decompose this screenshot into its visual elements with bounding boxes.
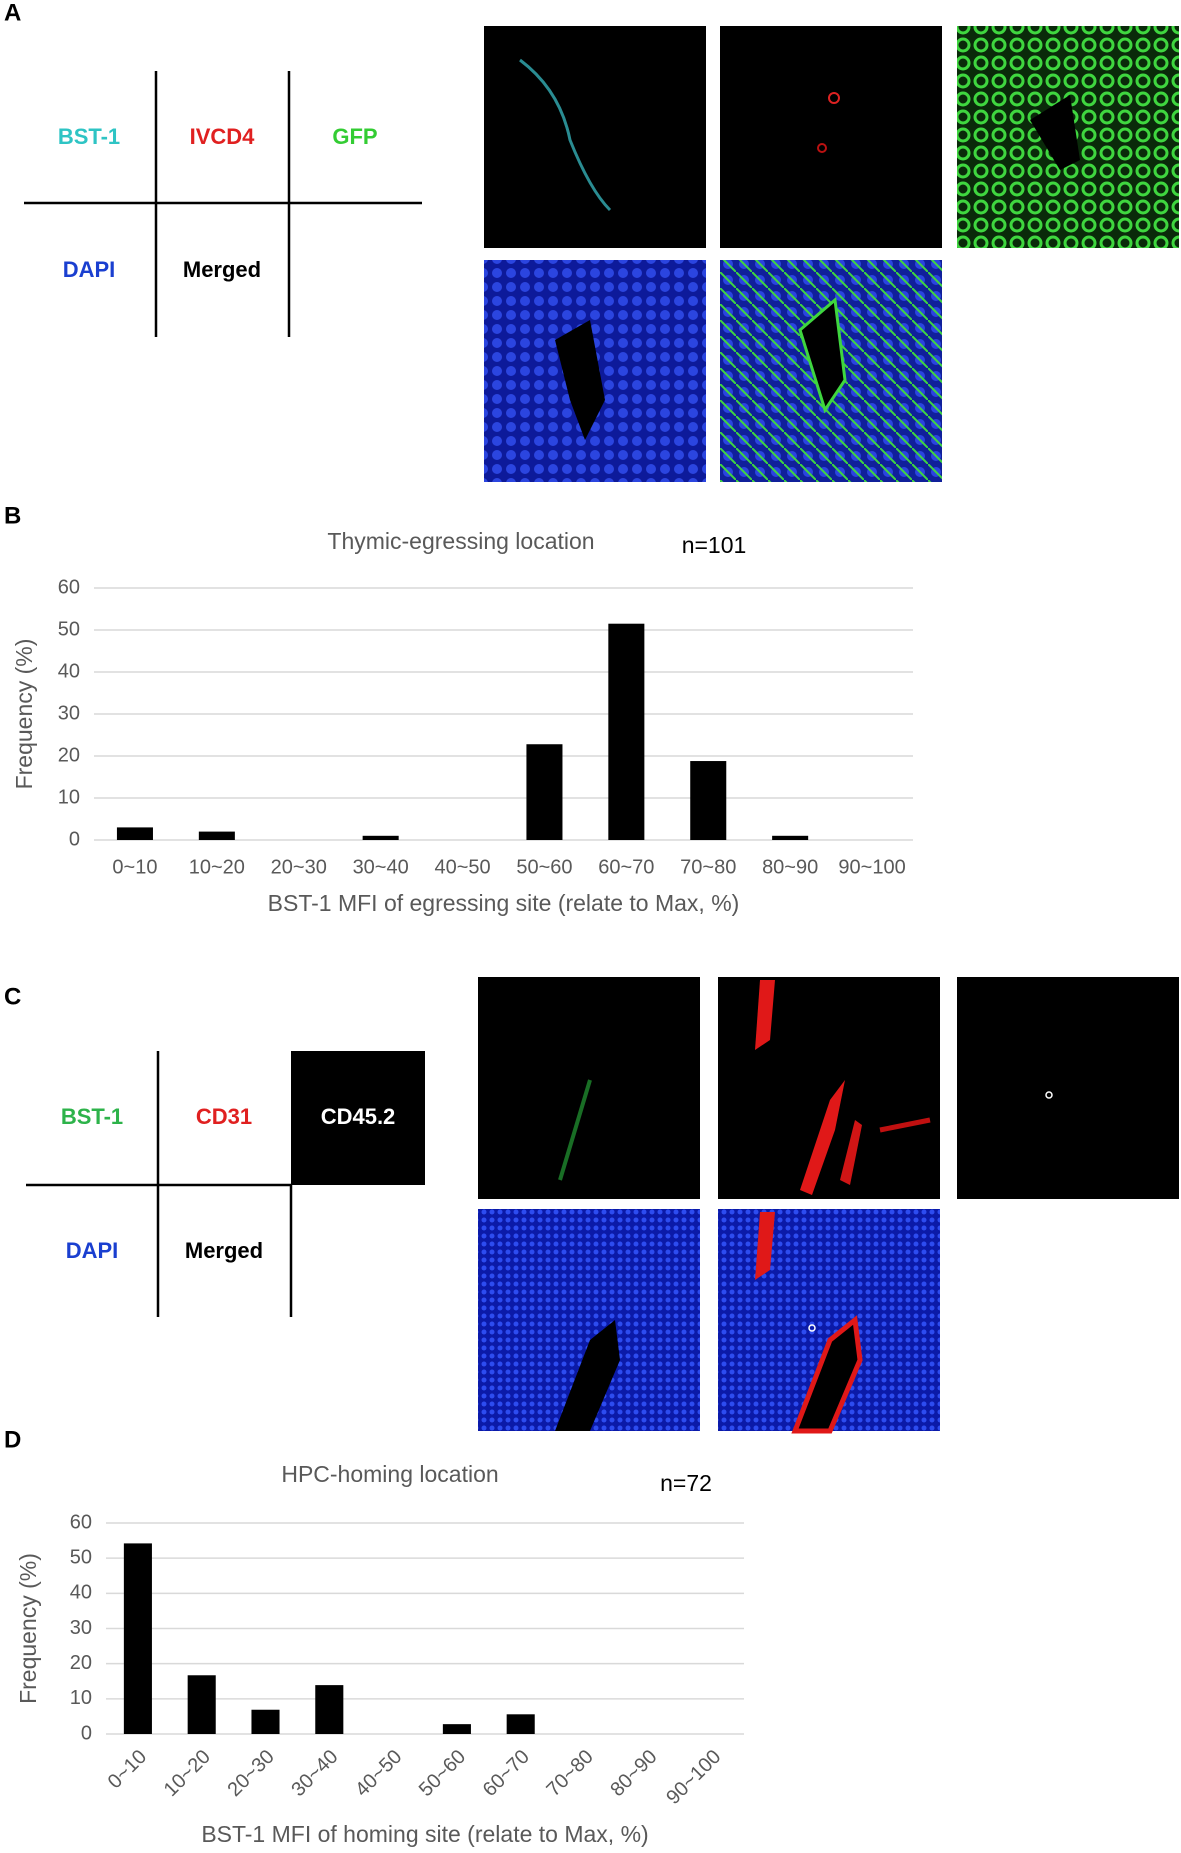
legend-grid xyxy=(26,1051,293,1317)
legend-label: CD31 xyxy=(196,1104,252,1129)
micrographs xyxy=(478,977,1179,1434)
y-tick-label: 0 xyxy=(81,1722,92,1744)
bar xyxy=(526,744,563,840)
legend-label: Merged xyxy=(183,257,261,282)
bar xyxy=(772,835,809,840)
y-axis-label: Frequency (%) xyxy=(11,639,37,790)
y-tick-label: 30 xyxy=(70,1617,92,1639)
x-tick-label: 70~80 xyxy=(680,856,736,878)
x-tick-label: 50~60 xyxy=(415,1746,470,1801)
bar xyxy=(123,1543,152,1734)
x-tick-label: 70~80 xyxy=(542,1746,597,1801)
x-tick-label: 40~50 xyxy=(434,856,490,878)
bar xyxy=(362,835,399,840)
x-tick-label: 20~30 xyxy=(223,1746,278,1801)
y-tick-label: 60 xyxy=(58,576,80,598)
legend-grid xyxy=(24,71,422,337)
bar xyxy=(187,1675,216,1734)
x-tick-label: 30~40 xyxy=(353,856,409,878)
x-tick-label: 40~50 xyxy=(351,1746,406,1801)
x-tick-label: 60~70 xyxy=(598,856,654,878)
legend-label: DAPI xyxy=(66,1238,119,1263)
y-tick-label: 50 xyxy=(70,1546,92,1568)
x-tick-label: 90~100 xyxy=(838,856,905,878)
y-tick-label: 40 xyxy=(58,660,80,682)
legend-label: CD45.2 xyxy=(321,1104,396,1129)
y-tick-label: 20 xyxy=(70,1652,92,1674)
x-tick-label: 60~70 xyxy=(479,1746,534,1801)
x-tick-label: 30~40 xyxy=(287,1746,342,1801)
chart-title: HPC-homing location xyxy=(281,1461,498,1487)
bar xyxy=(442,1724,471,1734)
micrographs xyxy=(484,26,1179,482)
x-tick-label: 80~90 xyxy=(762,856,818,878)
x-tick-label: 50~60 xyxy=(516,856,572,878)
chart-title: Thymic-egressing location xyxy=(327,528,594,554)
bar xyxy=(690,761,727,840)
x-tick-label: 10~20 xyxy=(189,856,245,878)
bar xyxy=(315,1685,344,1734)
legend-label: DAPI xyxy=(63,257,116,282)
legend-label: Merged xyxy=(185,1238,263,1263)
x-tick-label: 20~30 xyxy=(271,856,327,878)
x-tick-label: 0~10 xyxy=(112,856,157,878)
legend-label: BST-1 xyxy=(61,1104,123,1129)
annotation: n=72 xyxy=(660,1470,712,1496)
x-tick-label: 0~10 xyxy=(104,1746,151,1793)
annotation: n=101 xyxy=(682,532,747,558)
legend-label: GFP xyxy=(332,124,377,149)
panel-letter: B xyxy=(4,502,21,529)
bar xyxy=(251,1709,280,1734)
bar xyxy=(198,831,235,840)
y-tick-label: 0 xyxy=(69,828,80,850)
y-tick-label: 10 xyxy=(58,786,80,808)
x-tick-label: 90~100 xyxy=(662,1746,725,1809)
y-tick-label: 40 xyxy=(70,1582,92,1604)
x-tick-label: 80~90 xyxy=(606,1746,661,1801)
y-tick-label: 10 xyxy=(70,1687,92,1709)
y-tick-label: 30 xyxy=(58,702,80,724)
legend-label: BST-1 xyxy=(58,124,120,149)
bar xyxy=(116,827,153,840)
bar xyxy=(608,623,645,840)
legend-label: IVCD4 xyxy=(190,124,256,149)
panel-letter: C xyxy=(4,983,21,1010)
y-axis-label: Frequency (%) xyxy=(15,1553,41,1704)
y-tick-label: 60 xyxy=(70,1511,92,1533)
x-axis-label: BST-1 MFI of egressing site (relate to M… xyxy=(268,890,740,916)
panel-letter: D xyxy=(4,1426,21,1453)
bar xyxy=(506,1714,535,1734)
x-axis-label: BST-1 MFI of homing site (relate to Max,… xyxy=(201,1821,648,1847)
y-tick-label: 20 xyxy=(58,744,80,766)
panel-letter: A xyxy=(4,0,21,26)
legend-box xyxy=(291,1051,425,1185)
x-tick-label: 10~20 xyxy=(160,1746,215,1801)
y-tick-label: 50 xyxy=(58,618,80,640)
